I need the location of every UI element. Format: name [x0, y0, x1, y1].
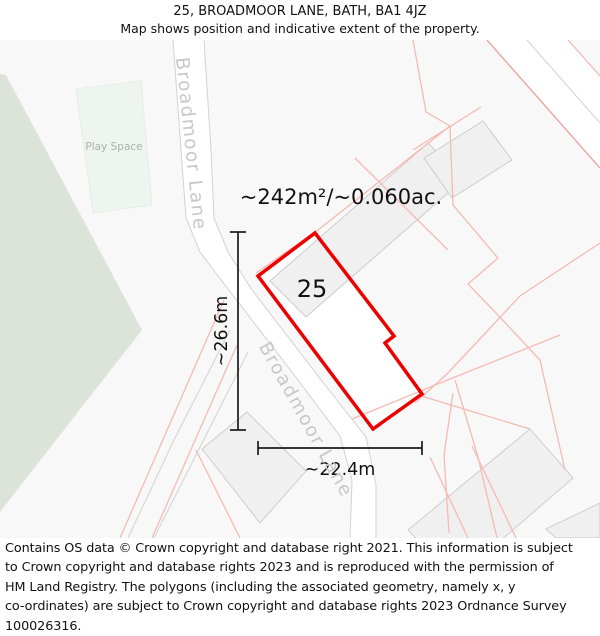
height-dimension-label: ~26.6m	[212, 296, 232, 367]
play-space-area	[75, 80, 153, 214]
page-title: 25, BROADMOOR LANE, BATH, BA1 4JZ	[173, 4, 427, 19]
parcel-lines	[119, 39, 600, 539]
area-label: ~242m²/~0.060ac.	[240, 185, 442, 209]
footer-line: Contains OS data © Crown copyright and d…	[5, 541, 573, 556]
play-space-label: Play Space	[85, 141, 142, 153]
road-topright-line-pink2	[567, 39, 600, 77]
width-dimension-label: ~22.4m	[305, 460, 376, 480]
building-northeast	[423, 120, 513, 199]
property-outline	[255, 230, 425, 432]
road-edge-right	[203, 39, 377, 538]
page-subtitle: Map shows position and indicative extent…	[120, 21, 480, 36]
footer-line: 100026316.	[5, 618, 82, 634]
copyright-footer: Contains OS data © Crown copyright and d…	[5, 539, 597, 636]
road-topright-line-gray	[526, 39, 600, 124]
dimension-lines	[230, 231, 423, 455]
road-surface	[173, 40, 376, 538]
road-edge-left	[172, 39, 353, 539]
plot-number-label: 25	[297, 275, 328, 303]
building-southwest	[201, 411, 307, 524]
footer-line: to Crown copyright and database rights 2…	[5, 560, 554, 576]
map-container: ~242m²/~0.060ac. 25 ~26.6m ~22.4m Broadm…	[0, 39, 600, 581]
footer-line: co-ordinates) are subject to Crown copyr…	[5, 599, 567, 615]
path-lines	[127, 329, 249, 539]
road-topright-line-pink	[486, 39, 600, 169]
property-map: ~242m²/~0.060ac. 25 ~26.6m ~22.4m Broadm…	[0, 39, 600, 581]
footer-line: HM Land Registry. The polygons (includin…	[5, 579, 516, 595]
green-area	[0, 74, 142, 512]
header: 25, BROADMOOR LANE, BATH, BA1 4JZ Map sh…	[0, 0, 600, 40]
